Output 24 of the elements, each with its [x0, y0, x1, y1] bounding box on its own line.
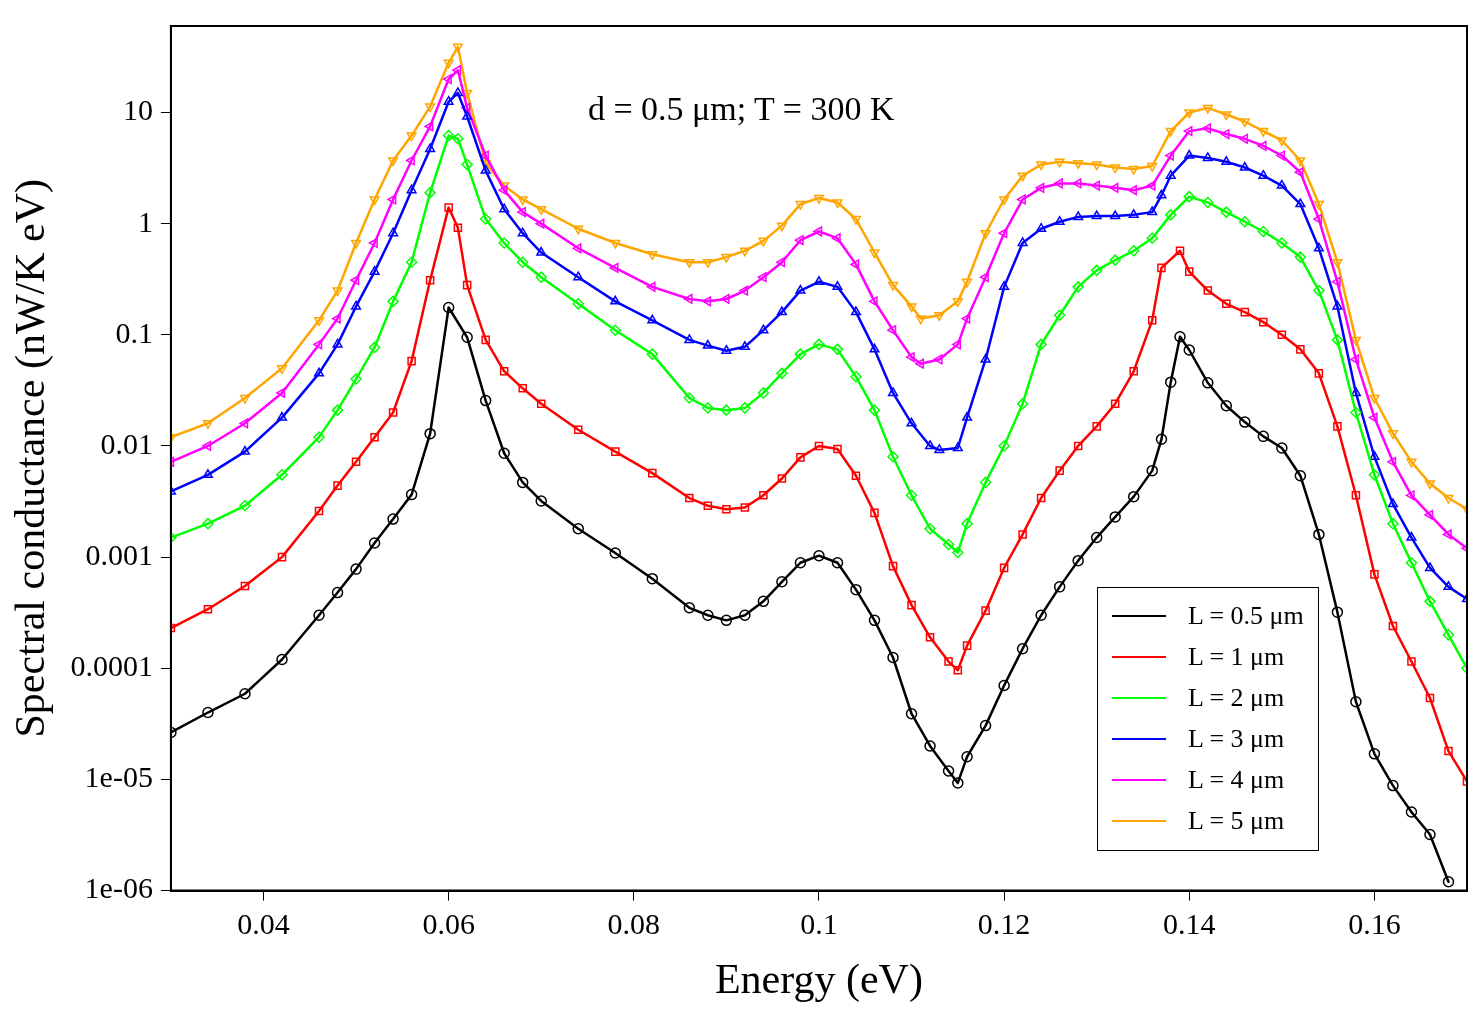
x-tick-label: 0.04	[237, 907, 290, 941]
x-axis-title: Energy (eV)	[714, 955, 923, 1003]
legend-label: L = 4 μm	[1188, 765, 1285, 796]
y-axis-title: Spectral conductance (nW/K eV)	[7, 179, 55, 738]
y-tick-label: 0.001	[85, 538, 153, 571]
x-tick-label: 0.06	[422, 907, 475, 941]
y-tick-label: 10	[122, 93, 153, 127]
x-tick-label: 0.14	[1163, 907, 1216, 941]
x-tick-label: 0.16	[1348, 907, 1401, 941]
y-tick-label: 1e-06	[84, 871, 153, 905]
legend-label: L = 2 μm	[1188, 683, 1285, 714]
legend-label: L = 5 μm	[1188, 806, 1285, 837]
y-tick-label: 1e-05	[84, 760, 153, 794]
y-tick-label: 0.1	[115, 315, 153, 349]
legend-label: L = 0.5 μm	[1188, 601, 1304, 632]
x-tick-label: 0.1	[800, 907, 838, 941]
x-tick-label: 0.12	[977, 907, 1031, 941]
legend-label: L = 1 μm	[1188, 642, 1285, 673]
y-tick-label: 0.01	[100, 426, 153, 460]
y-tick-label: 0.0001	[70, 649, 153, 683]
annotation: d = 0.5 μm; T = 300 K	[587, 89, 895, 127]
legend-label: L = 3 μm	[1188, 724, 1285, 755]
x-tick-label: 0.08	[607, 907, 661, 941]
y-tick-label: 1	[137, 204, 153, 238]
